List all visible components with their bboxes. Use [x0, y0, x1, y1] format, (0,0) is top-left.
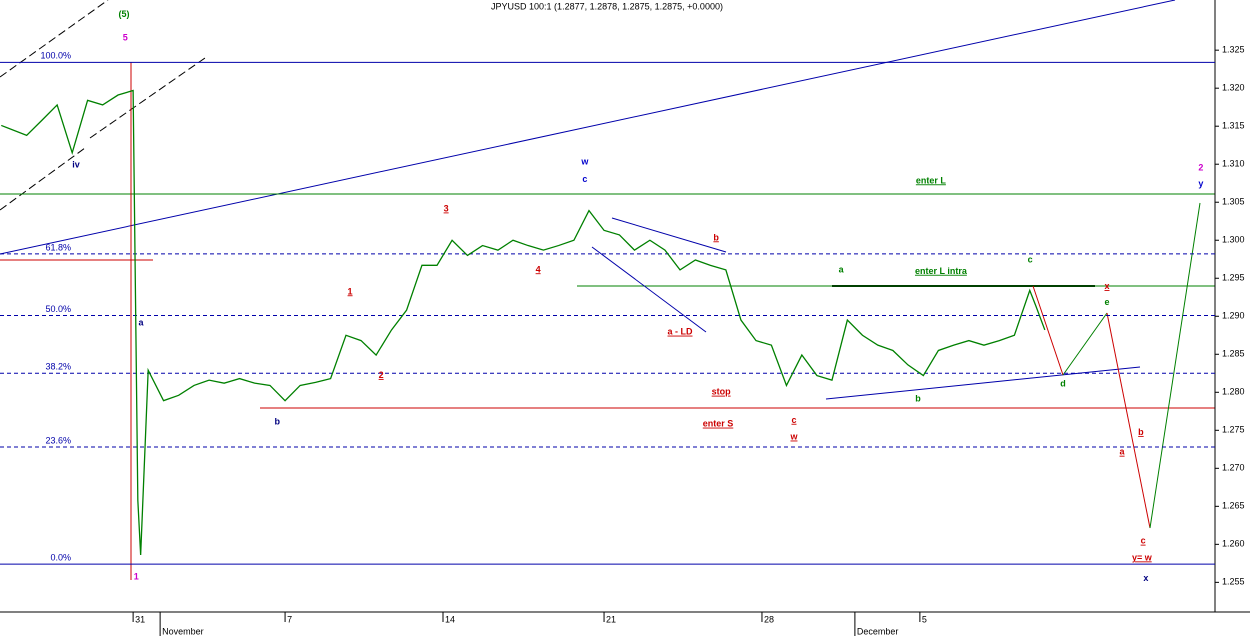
fib-label: 100.0% [40, 51, 71, 61]
wave-label: b [713, 232, 719, 242]
price-line [1, 89, 1046, 556]
y-tick-label: 1.270 [1222, 463, 1245, 473]
wave-label: w [580, 156, 589, 166]
x-tick-label: 5 [922, 614, 927, 624]
wave-label: y= w [1132, 552, 1153, 562]
y-tick-label: 1.300 [1222, 235, 1245, 245]
fib-label: 23.6% [45, 435, 71, 445]
y-tick-label: 1.305 [1222, 197, 1245, 207]
wave-label: a - LD [668, 327, 694, 337]
wave-label: e [1104, 297, 1109, 307]
trend-line [825, 366, 1141, 400]
wedge-line [611, 217, 727, 253]
wave-label: 3 [444, 203, 449, 213]
y-tick-label: 1.310 [1222, 159, 1245, 169]
x-tick-label: 21 [606, 614, 616, 624]
trend-line [0, 0, 1176, 255]
fib-label: 38.2% [45, 362, 71, 372]
wave-label: enter L [916, 175, 947, 185]
wedge-line [591, 246, 707, 333]
y-tick-label: 1.290 [1222, 311, 1245, 321]
wave-label: w [789, 432, 798, 442]
y-tick-label: 1.320 [1222, 83, 1245, 93]
wave-label: x [1104, 281, 1109, 291]
month-label: December [857, 626, 899, 636]
y-tick-label: 1.285 [1222, 349, 1245, 359]
wave-label: (5) [119, 9, 130, 19]
y-tick-label: 1.280 [1222, 387, 1245, 397]
y-tick-label: 1.260 [1222, 539, 1245, 549]
wave-label: a [1120, 447, 1126, 457]
channel-line [0, 0, 109, 78]
wave-label: 5 [123, 32, 128, 42]
channel-line [0, 147, 86, 211]
wave-label: y [1198, 178, 1203, 188]
y-tick-label: 1.325 [1222, 45, 1245, 55]
wave-label: enter L intra [915, 266, 968, 276]
projection [1106, 312, 1151, 529]
projection [1149, 202, 1201, 529]
wave-label: b [915, 394, 921, 404]
wave-label: a [839, 264, 845, 274]
fib-label: 0.0% [50, 552, 71, 562]
x-tick-label: 14 [445, 614, 455, 624]
x-tick-label: 31 [135, 614, 145, 624]
fib-label: 50.0% [45, 304, 71, 314]
projection [1032, 285, 1064, 376]
wave-label: 1 [348, 286, 353, 296]
wave-label: c [1141, 536, 1146, 546]
wave-label: b [274, 416, 280, 426]
wave-label: c [791, 415, 796, 425]
wave-label: c [582, 174, 587, 184]
projection [1062, 312, 1108, 376]
y-tick-label: 1.255 [1222, 577, 1245, 587]
y-tick-label: 1.315 [1222, 121, 1245, 131]
wave-label: 4 [536, 264, 541, 274]
x-tick-label: 7 [287, 614, 292, 624]
wave-label: b [1138, 427, 1144, 437]
wave-label: 1 [134, 571, 139, 581]
wave-label: iv [72, 159, 80, 169]
y-tick-label: 1.275 [1222, 425, 1245, 435]
wave-label: x [1143, 573, 1148, 583]
y-tick-label: 1.265 [1222, 501, 1245, 511]
wave-label: d [1060, 378, 1066, 388]
month-label: November [162, 626, 204, 636]
drawings [0, 0, 1215, 580]
x-tick-label: 28 [764, 614, 774, 624]
wave-label: 2 [379, 370, 384, 380]
fib-label: 61.8% [45, 242, 71, 252]
y-tick-label: 1.295 [1222, 273, 1245, 283]
wave-label: enter S [703, 419, 734, 429]
wave-label: 2 [1198, 162, 1203, 172]
wave-label: c [1028, 254, 1033, 264]
chart-title: JPYUSD 100:1 (1.2877, 1.2878, 1.2875, 1.… [491, 1, 723, 11]
wave-label: stop [712, 387, 732, 397]
wave-label: a [138, 317, 144, 327]
